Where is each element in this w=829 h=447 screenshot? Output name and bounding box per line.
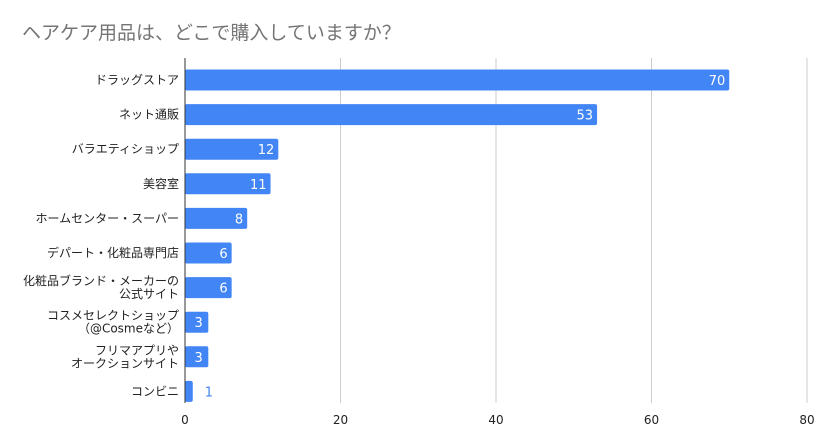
category-label: デパート・化粧品専門店	[47, 245, 179, 260]
data-label: 3	[195, 316, 203, 331]
category-label-line: バラエティショップ	[72, 142, 179, 156]
x-tick-label: 0	[181, 413, 189, 427]
category-label: 美容室	[143, 176, 179, 191]
category-label-line: ネット通販	[119, 108, 179, 122]
x-tick-label: 60	[644, 413, 659, 427]
bar	[185, 173, 271, 195]
category-label-line: ドラッグストア	[95, 73, 179, 87]
data-label: 3	[195, 351, 203, 366]
bar	[185, 207, 248, 229]
x-tick-label: 40	[488, 413, 503, 427]
bar	[185, 346, 209, 368]
category-label-line: デパート・化粧品専門店	[47, 245, 179, 260]
bar	[185, 380, 193, 402]
category-label-line: オークションサイト	[71, 356, 179, 370]
bar	[185, 69, 730, 91]
data-label: 53	[577, 109, 594, 124]
category-label-line: コスメセレクトショップ	[47, 309, 179, 323]
x-tick-label: 20	[333, 413, 348, 427]
category-label-line: 公式サイト	[119, 287, 179, 301]
category-label: フリマアプリやオークションサイト	[71, 343, 179, 370]
data-label: 6	[219, 282, 227, 297]
category-label: ネット通販	[119, 108, 179, 122]
data-label: 11	[250, 178, 267, 193]
bar	[185, 242, 232, 264]
category-label-line: 美容室	[143, 176, 179, 191]
category-label-line: ホームセンター・スーパー	[35, 211, 179, 225]
category-label: ドラッグストア	[95, 73, 179, 87]
data-label: 6	[219, 247, 227, 262]
data-label: 1	[205, 385, 213, 400]
bar	[185, 138, 279, 160]
category-label-line: フリマアプリや	[95, 343, 179, 357]
x-tick-label: 80	[799, 413, 814, 427]
data-label: 12	[258, 143, 275, 158]
category-label: バラエティショップ	[72, 142, 179, 156]
category-label: コスメセレクトショップ（@Cosmeなど）	[47, 309, 179, 336]
chart-title: ヘアケア用品は、どこで購入していますか？	[22, 22, 401, 44]
category-label: ホームセンター・スーパー	[35, 211, 179, 225]
bar	[185, 104, 598, 126]
bar	[185, 311, 209, 333]
category-label: コンビニ	[131, 384, 179, 398]
category-label: 化粧品ブランド・メーカーの公式サイト	[23, 273, 179, 301]
category-label-line: （@Cosmeなど）	[78, 322, 179, 336]
bar	[185, 277, 232, 299]
category-label-line: コンビニ	[131, 384, 179, 398]
data-label: 8	[235, 212, 243, 227]
category-label-line: 化粧品ブランド・メーカーの	[23, 273, 179, 288]
data-label: 70	[709, 74, 726, 89]
